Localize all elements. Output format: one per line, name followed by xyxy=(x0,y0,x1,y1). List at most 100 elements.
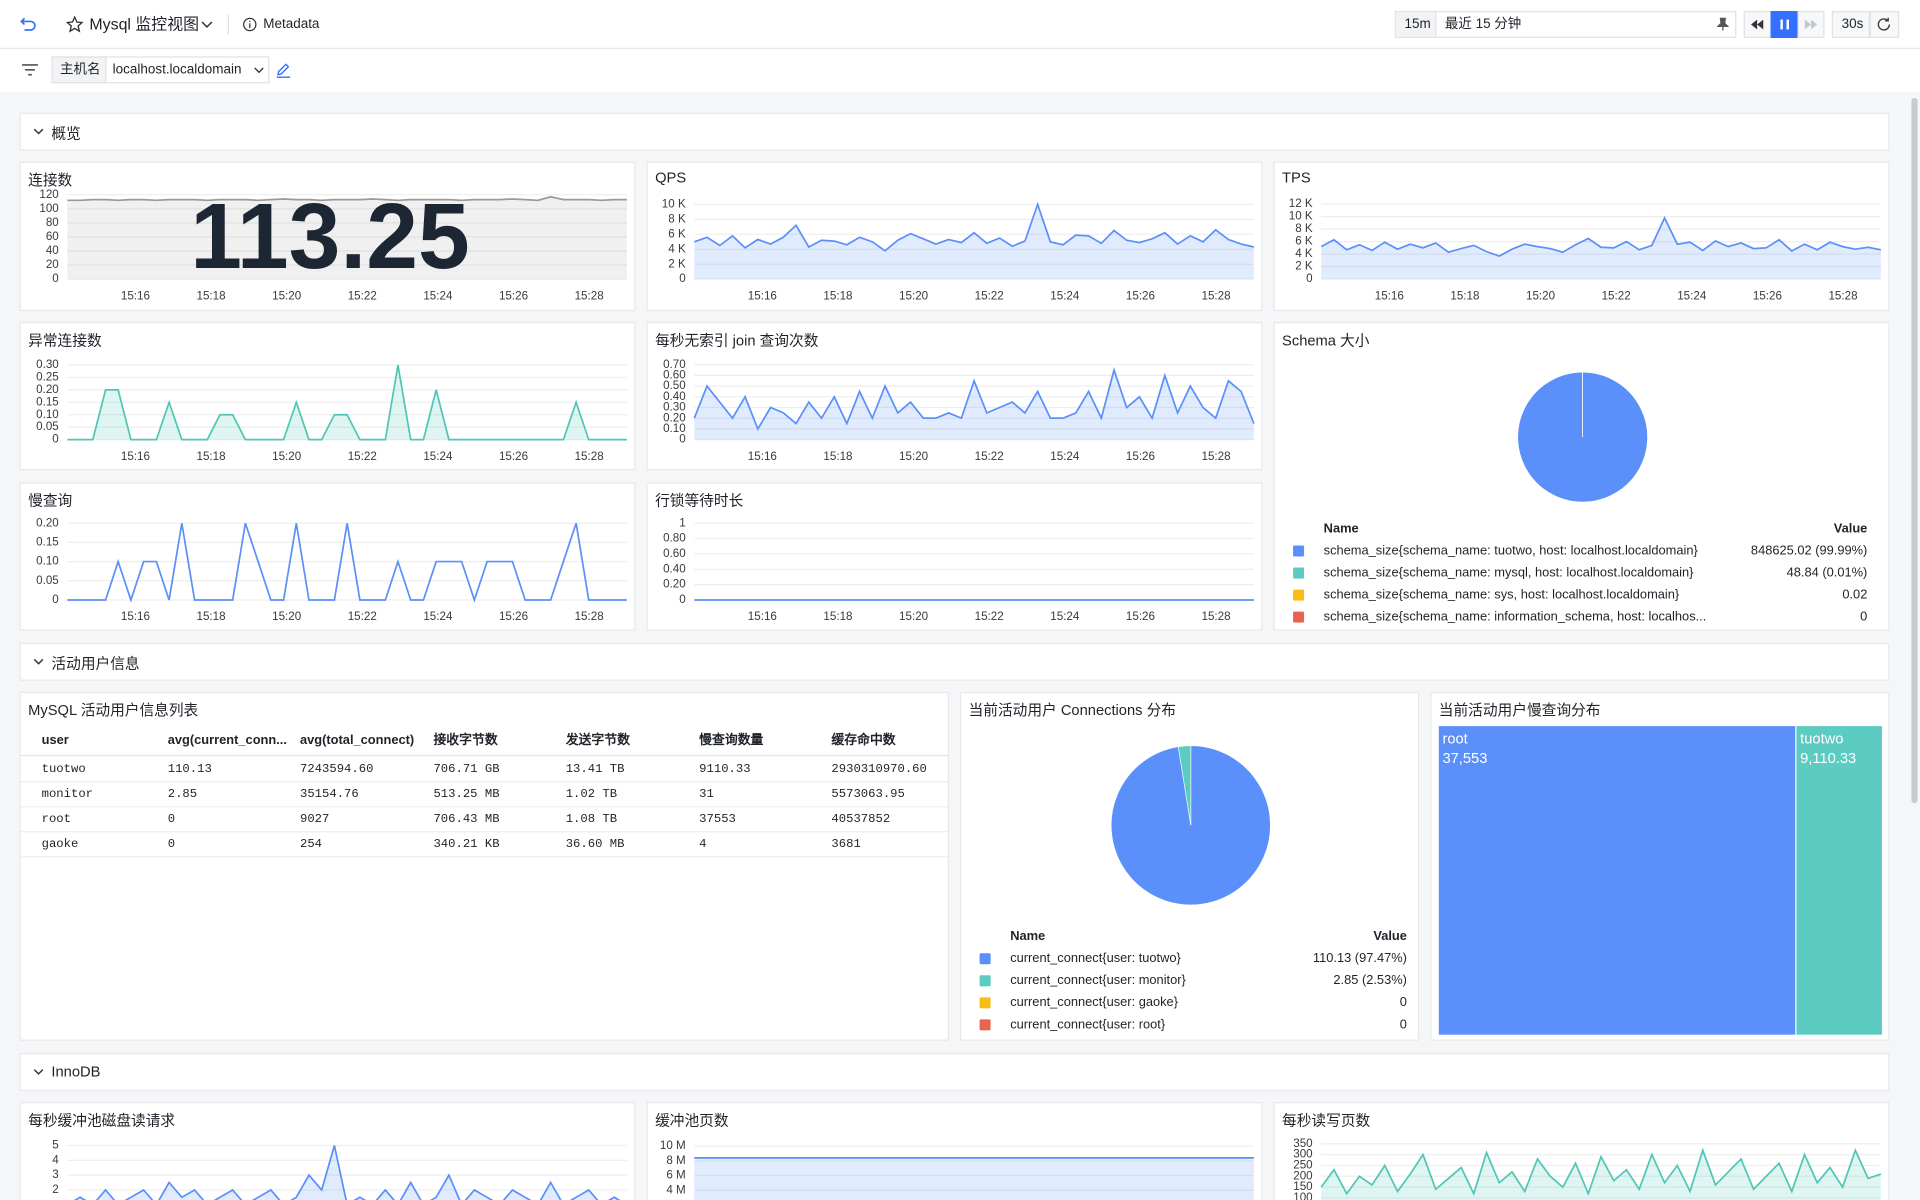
panel: 100 150 200 250 300 350 每秒读写页数 xyxy=(1273,1102,1890,1200)
line xyxy=(73,1145,621,1200)
back-button[interactable] xyxy=(20,15,38,33)
legend-value: 848625.02 (99.99%) xyxy=(1751,542,1867,557)
x-tick-label: 15:24 xyxy=(423,289,453,302)
x-tick-label: 15:18 xyxy=(823,289,852,302)
y-tick-label: 0.30 xyxy=(36,358,59,371)
panel-canvas: 0 0.05 0.10 0.15 0.20 15:16 15:18 15:20 15:22 15:… xyxy=(36,516,627,623)
info-icon xyxy=(243,17,257,32)
time-picker[interactable]: 15m 最近 15 分钟 xyxy=(1394,11,1737,38)
cell: 1.08 TB xyxy=(566,812,617,826)
cell: 2.85 xyxy=(168,787,197,801)
area xyxy=(67,196,627,280)
treemap-value: 37,553 xyxy=(1442,751,1487,767)
x-tick-label: 15:28 xyxy=(1202,610,1231,623)
panel-title: 当前活动用户慢查询分布 xyxy=(1438,701,1601,719)
panel-title: 异常连接数 xyxy=(28,331,102,349)
cell: gaoke xyxy=(42,837,79,851)
y-tick-label: 60 xyxy=(46,230,59,243)
x-tick-label: 15:26 xyxy=(499,289,528,302)
panel-canvas: 00.050.100.150.200.250.30 15:16 15:18 15:20… xyxy=(36,358,627,463)
y-tick-label: 200 xyxy=(1293,1169,1313,1182)
y-tick-label: 0.10 xyxy=(36,408,59,421)
panel-canvas: user avg(current_conn... avg(total_connect… xyxy=(20,732,948,858)
panel-title: 每秒无索引 join 查询次数 xyxy=(655,331,819,349)
y-tick-label: 0.05 xyxy=(36,420,59,433)
y-tick-label: 0.40 xyxy=(663,562,686,575)
treemap-label: tuotwo xyxy=(1800,731,1843,747)
y-tick-label: 0.20 xyxy=(36,516,59,529)
x-tick-label: 15:24 xyxy=(1050,610,1080,623)
cell: 340.21 KB xyxy=(433,837,499,851)
filter-icon[interactable] xyxy=(21,62,39,77)
scrollbar-thumb[interactable] xyxy=(1911,97,1918,804)
x-tick-label: 15:16 xyxy=(748,610,777,623)
cell: 9027 xyxy=(300,812,329,826)
cell: 36.60 MB xyxy=(566,837,625,851)
legend-name: schema_size{schema_name: tuotwo, host: l… xyxy=(1324,542,1699,557)
cell: 1.02 TB xyxy=(566,787,617,801)
x-tick-label: 15:24 xyxy=(1677,289,1707,302)
x-tick-label: 15:20 xyxy=(899,289,929,302)
cell: 13.41 TB xyxy=(566,762,625,776)
refresh-interval[interactable]: 30s xyxy=(1831,11,1870,38)
cell: 31 xyxy=(699,787,714,801)
y-tick-label: 0.60 xyxy=(663,547,686,560)
cell: 110.13 xyxy=(168,762,212,776)
panel-title: 每秒读写页数 xyxy=(1282,1111,1371,1129)
x-tick-label: 15:24 xyxy=(1050,289,1080,302)
y-tick-label: 6 K xyxy=(668,227,686,240)
y-tick-label: 4 K xyxy=(1295,247,1313,260)
panel-title: MySQL 活动用户信息列表 xyxy=(28,701,199,719)
panel-title: 慢查询 xyxy=(28,492,73,510)
y-tick-label: 0.05 xyxy=(36,574,59,587)
column-header: 慢查询数量 xyxy=(699,732,763,747)
cell: monitor xyxy=(42,787,93,801)
star-icon[interactable] xyxy=(66,15,84,33)
x-tick-label: 15:18 xyxy=(196,450,225,463)
x-tick-label: 15:24 xyxy=(423,610,453,623)
section-header[interactable]: 活动用户信息 xyxy=(19,642,1890,681)
x-tick-label: 15:18 xyxy=(823,450,852,463)
x-tick-label: 15:20 xyxy=(272,610,302,623)
cell: 254 xyxy=(300,837,322,851)
x-tick-label: 15:18 xyxy=(1450,289,1479,302)
legend-swatch xyxy=(1293,545,1305,557)
legend-swatch xyxy=(1293,589,1305,601)
legend-value: 2.85 (2.53%) xyxy=(1333,972,1407,987)
y-tick-label: 0.50 xyxy=(663,379,686,392)
panel: Name Value schema_size{schema_name: tuotwo… xyxy=(1273,322,1890,631)
panel-canvas: Name Value schema_size{schema_name: tuotwo… xyxy=(1293,371,1867,624)
legend-swatch xyxy=(979,975,991,987)
cell: tuotwo xyxy=(42,762,86,776)
edit-icon[interactable] xyxy=(276,62,292,78)
legend-value: 0 xyxy=(1400,994,1407,1009)
forward-button[interactable] xyxy=(1797,11,1825,38)
refresh-button[interactable] xyxy=(1869,11,1900,38)
treemap-label: root xyxy=(1442,731,1467,747)
column-header: 接收字节数 xyxy=(433,732,497,747)
panel-title: QPS xyxy=(655,168,687,187)
y-tick-label: 0.40 xyxy=(663,390,686,403)
y-tick-label: 0.10 xyxy=(663,422,686,435)
collapse-chevron xyxy=(33,658,44,665)
rewind-button[interactable] xyxy=(1743,11,1772,38)
section-header[interactable]: 概览 xyxy=(19,112,1890,151)
host-select[interactable]: localhost.localdomain xyxy=(105,56,270,84)
y-tick-label: 2 xyxy=(52,1183,58,1196)
y-tick-label: 0 xyxy=(52,433,59,446)
pin-icon[interactable] xyxy=(1716,17,1731,32)
metadata-link[interactable]: Metadata xyxy=(263,17,320,32)
x-tick-label: 15:28 xyxy=(575,289,604,302)
cell: 7243594.60 xyxy=(300,762,373,776)
y-tick-label: 0 xyxy=(52,272,59,285)
x-tick-label: 15:20 xyxy=(899,610,929,623)
panel-canvas: root 37,553 tuotwo 9,110.33 xyxy=(1438,726,1883,1035)
title-dropdown[interactable] xyxy=(201,20,213,30)
panel: Name Value current_connect{user: tuotwo} 11… xyxy=(960,691,1420,1041)
section-header[interactable]: InnoDB xyxy=(19,1053,1890,1092)
x-tick-label: 15:22 xyxy=(348,289,377,302)
x-tick-label: 15:26 xyxy=(1126,610,1155,623)
legend-name: schema_size{schema_name: sys, host: loca… xyxy=(1324,586,1680,601)
y-tick-label: 0.15 xyxy=(36,535,59,548)
